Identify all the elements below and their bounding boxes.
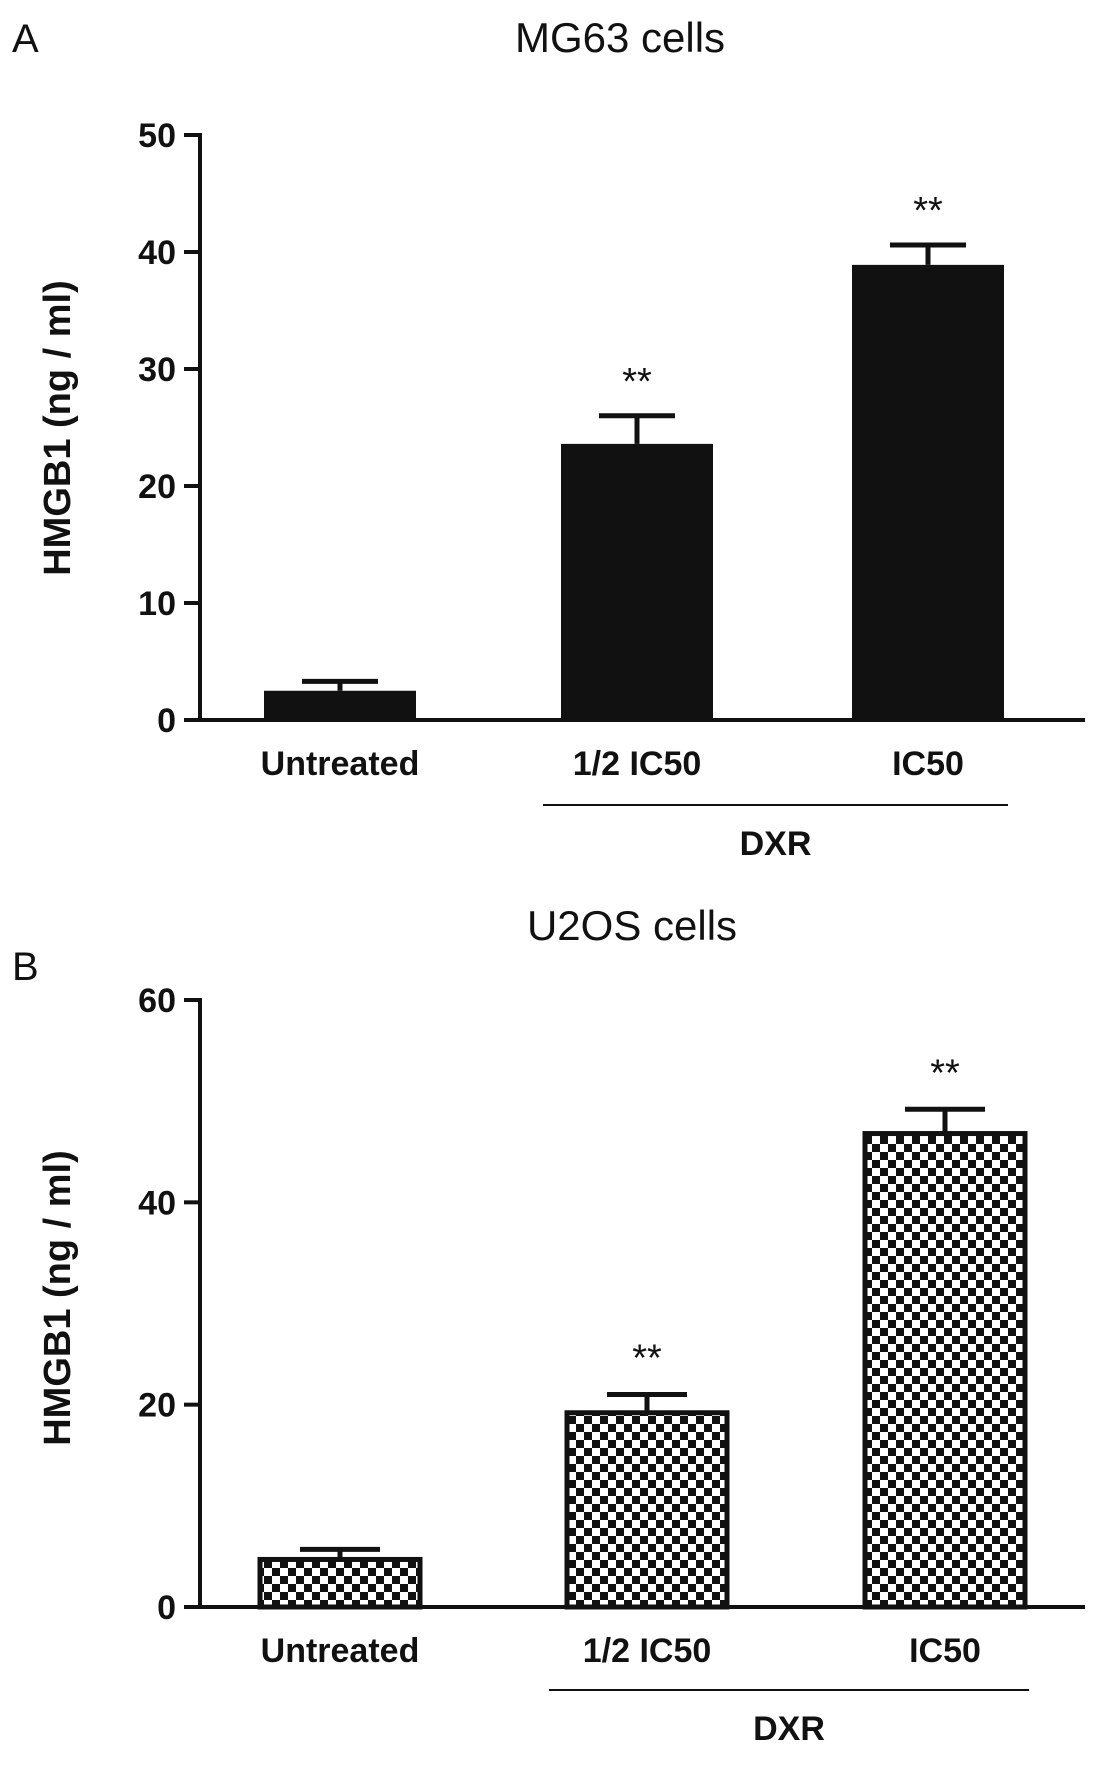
y-tick-label: 20	[138, 468, 176, 506]
bar	[564, 1410, 730, 1610]
chart-title: MG63 cells	[515, 14, 725, 61]
y-tick-label: 30	[138, 351, 176, 389]
significance-label: **	[913, 190, 943, 232]
chart-panel-b: B U2OS cells HMGB1 (ng / ml) 0 20 40 60 Untr…	[12, 902, 1085, 1748]
panel-letter-a: A	[12, 17, 39, 61]
chart-panel-a: A MG63 cells HMGB1 (ng / ml) 0 10 20 30 40 50…	[12, 14, 1085, 863]
bar	[561, 443, 713, 720]
group-label: DXR	[753, 1710, 825, 1748]
y-tick-label: 40	[138, 234, 176, 272]
y-tick-label: 20	[138, 1387, 176, 1425]
x-tick-label: IC50	[909, 1632, 981, 1670]
y-tick-label: 60	[138, 982, 176, 1020]
plot-area: 0 10 20 30 40 50 Untreated ** 1/2 IC50 ** IC50 DXR	[138, 117, 1085, 863]
y-axis-label: HMGB1 (ng / ml)	[37, 280, 79, 576]
y-tick-label: 50	[138, 117, 176, 155]
panel-letter-b: B	[12, 945, 39, 989]
y-tick-label: 0	[157, 702, 176, 740]
chart-title: U2OS cells	[527, 902, 737, 949]
x-tick-label: Untreated	[261, 1632, 420, 1670]
significance-label: **	[632, 1338, 662, 1380]
group-label: DXR	[740, 825, 812, 863]
y-axis-label: HMGB1 (ng / ml)	[37, 1150, 79, 1446]
bar	[862, 1131, 1028, 1610]
bar	[264, 690, 416, 720]
y-tick-label: 10	[138, 585, 176, 623]
y-tick-label: 40	[138, 1184, 176, 1222]
plot-area: 0 20 40 60 Untreated ** 1/2 IC50 ** IC50 DXR	[138, 982, 1085, 1748]
bar	[852, 264, 1004, 720]
significance-label: **	[622, 361, 652, 403]
significance-label: **	[930, 1052, 960, 1094]
bar	[257, 1556, 423, 1610]
x-tick-label: 1/2 IC50	[573, 745, 702, 783]
y-tick-label: 0	[157, 1589, 176, 1627]
x-tick-label: IC50	[892, 745, 964, 783]
x-tick-label: Untreated	[261, 745, 420, 783]
x-tick-label: 1/2 IC50	[583, 1632, 712, 1670]
